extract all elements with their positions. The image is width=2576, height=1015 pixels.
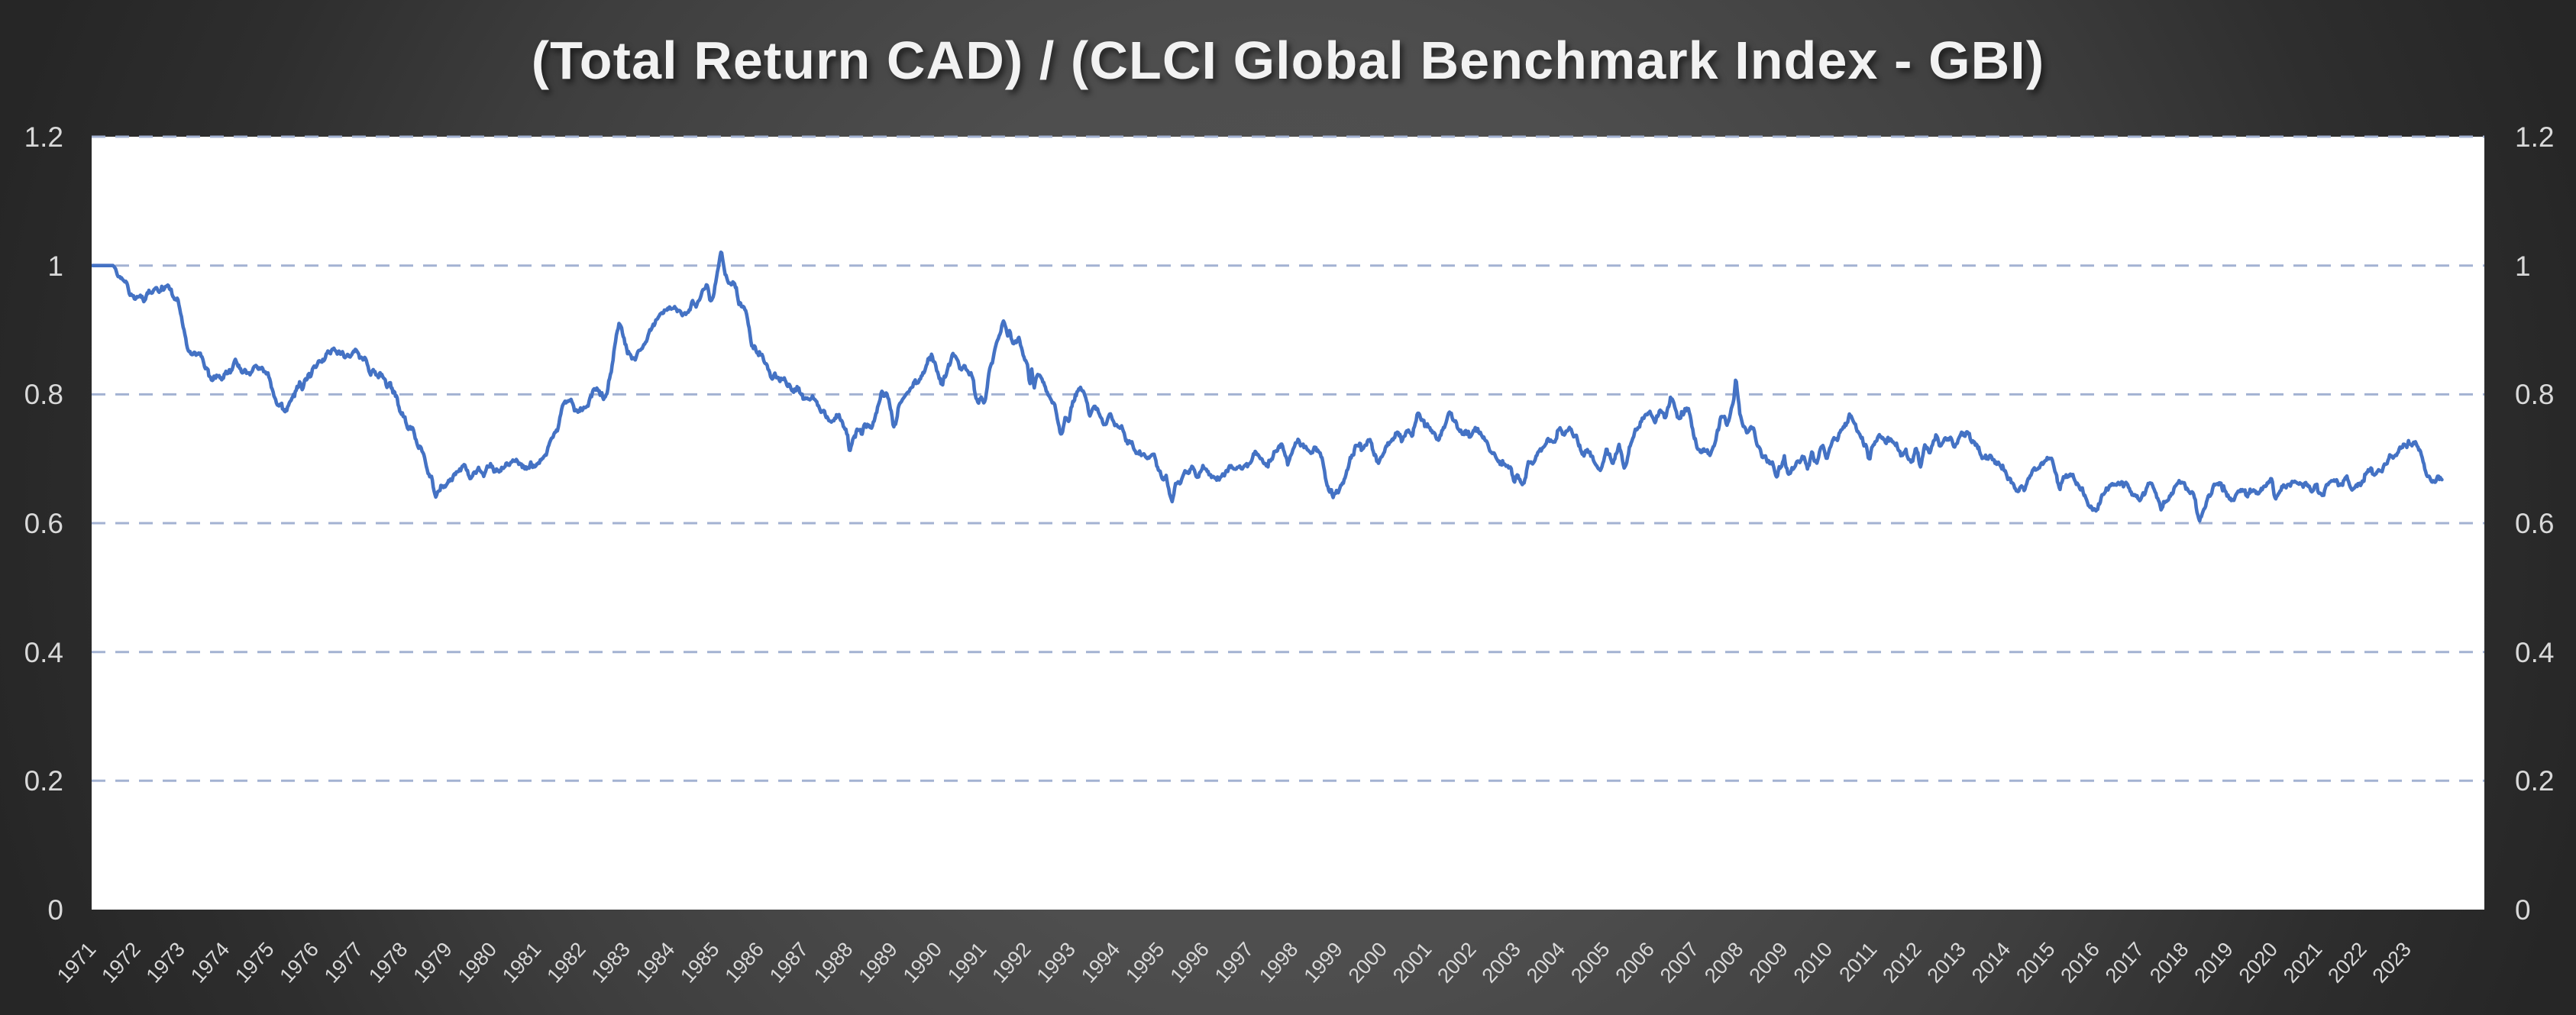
svg-text:0.4: 0.4 <box>24 637 63 668</box>
svg-text:0.8: 0.8 <box>2515 379 2554 410</box>
svg-text:0.6: 0.6 <box>2515 508 2554 539</box>
svg-text:0: 0 <box>47 894 63 926</box>
svg-text:1.2: 1.2 <box>24 121 63 153</box>
svg-text:1: 1 <box>2515 251 2531 282</box>
svg-text:0.6: 0.6 <box>24 508 63 539</box>
svg-text:0: 0 <box>2515 894 2531 926</box>
svg-text:0.4: 0.4 <box>2515 637 2554 668</box>
svg-text:0.8: 0.8 <box>24 379 63 410</box>
svg-text:0.2: 0.2 <box>24 765 63 797</box>
svg-text:1.2: 1.2 <box>2515 121 2554 153</box>
svg-text:0.2: 0.2 <box>2515 765 2554 797</box>
svg-text:1: 1 <box>47 251 63 282</box>
